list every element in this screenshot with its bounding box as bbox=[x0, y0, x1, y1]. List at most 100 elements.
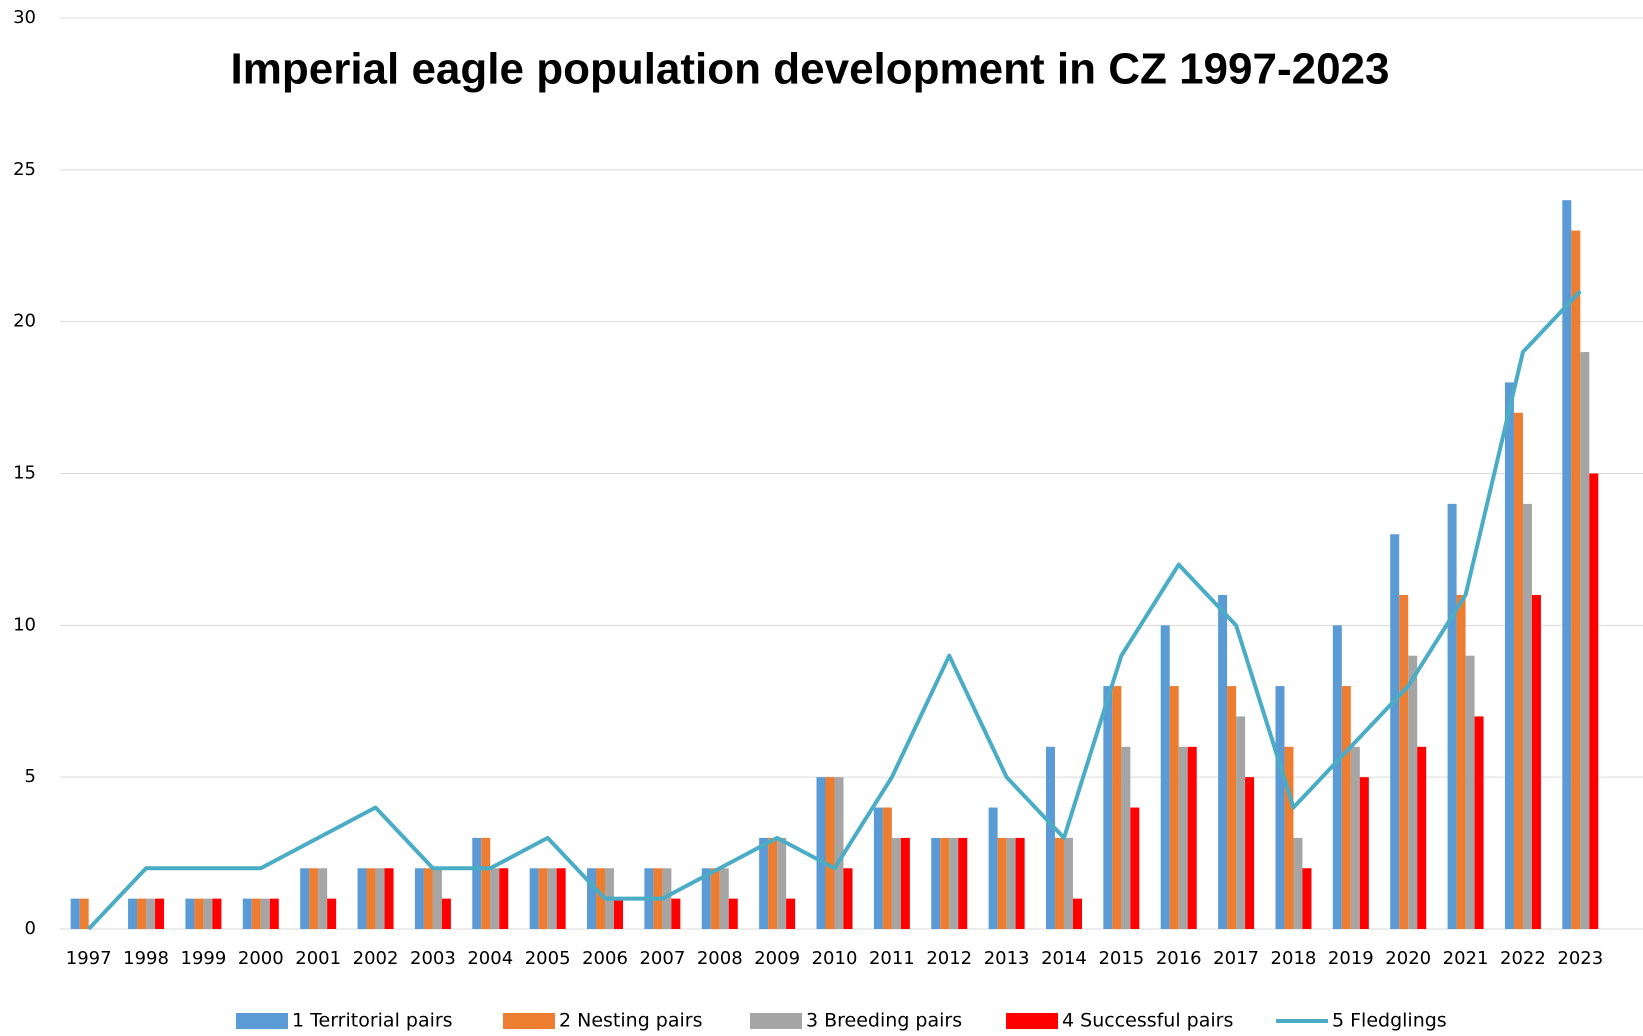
y-tick-label: 30 bbox=[13, 7, 36, 28]
legend-label: 3 Breeding pairs bbox=[806, 1010, 962, 1032]
bar bbox=[958, 837, 968, 929]
x-tick-label: 2000 bbox=[238, 948, 284, 969]
bar bbox=[137, 898, 147, 929]
x-tick-label: 1999 bbox=[181, 948, 227, 969]
bar bbox=[185, 898, 195, 929]
bar bbox=[300, 868, 310, 929]
legend-label: 2 Nesting pairs bbox=[559, 1010, 703, 1032]
bar bbox=[1054, 837, 1064, 929]
bar bbox=[1103, 686, 1113, 929]
bar bbox=[662, 868, 672, 929]
bar bbox=[318, 868, 328, 929]
bar bbox=[701, 868, 711, 929]
bar bbox=[1006, 837, 1016, 929]
bar bbox=[931, 837, 941, 929]
x-tick-label: 2019 bbox=[1328, 948, 1374, 969]
x-tick-label: 2023 bbox=[1557, 948, 1603, 969]
legend-swatch bbox=[503, 1013, 555, 1029]
bar bbox=[1359, 777, 1369, 929]
x-tick-label: 2003 bbox=[410, 948, 456, 969]
bar bbox=[1390, 534, 1400, 929]
bar bbox=[596, 868, 606, 929]
bar bbox=[1178, 746, 1188, 929]
bar bbox=[1341, 686, 1351, 929]
x-tick-label: 2004 bbox=[467, 948, 513, 969]
y-tick-label: 5 bbox=[25, 766, 36, 787]
x-tick-label: 2011 bbox=[869, 948, 915, 969]
bar bbox=[1408, 655, 1418, 929]
bar bbox=[375, 868, 385, 929]
legend-swatch bbox=[750, 1013, 802, 1029]
x-tick-label: 2020 bbox=[1385, 948, 1431, 969]
bar bbox=[1589, 473, 1599, 929]
x-tick-label: 2014 bbox=[1041, 948, 1087, 969]
x-tick-label: 2018 bbox=[1271, 948, 1317, 969]
bar bbox=[843, 868, 853, 929]
bar bbox=[490, 868, 500, 929]
bar bbox=[1063, 837, 1073, 929]
bar bbox=[900, 837, 910, 929]
bar bbox=[1531, 594, 1541, 929]
bar bbox=[327, 898, 337, 929]
bar bbox=[1169, 686, 1179, 929]
bar bbox=[1160, 625, 1170, 929]
bar bbox=[1130, 807, 1140, 929]
bar bbox=[1504, 382, 1514, 929]
legend-swatch bbox=[236, 1013, 288, 1029]
bar bbox=[423, 868, 433, 929]
bar bbox=[587, 868, 597, 929]
bar bbox=[997, 837, 1007, 929]
bar bbox=[203, 898, 213, 929]
bar bbox=[529, 868, 539, 929]
bar bbox=[728, 898, 738, 929]
x-tick-label: 2010 bbox=[812, 948, 858, 969]
x-tick-label: 1998 bbox=[123, 948, 169, 969]
bar bbox=[1187, 746, 1197, 929]
bar bbox=[1513, 412, 1523, 929]
bar bbox=[481, 837, 491, 929]
bar bbox=[786, 898, 796, 929]
bar bbox=[891, 837, 901, 929]
bar bbox=[155, 898, 165, 929]
bar bbox=[357, 868, 367, 929]
bar bbox=[825, 777, 835, 929]
bar bbox=[1399, 594, 1409, 929]
x-tick-label: 2021 bbox=[1443, 948, 1489, 969]
y-tick-label: 20 bbox=[13, 311, 36, 332]
bar bbox=[988, 807, 998, 929]
bar bbox=[260, 898, 270, 929]
x-tick-label: 2012 bbox=[926, 948, 972, 969]
x-tick-label: 2022 bbox=[1500, 948, 1546, 969]
y-tick-label: 10 bbox=[13, 614, 36, 635]
bar bbox=[251, 898, 261, 929]
x-tick-label: 2013 bbox=[984, 948, 1030, 969]
bar bbox=[472, 837, 482, 929]
x-tick-label: 2006 bbox=[582, 948, 628, 969]
bar bbox=[70, 898, 80, 929]
bar bbox=[269, 898, 279, 929]
x-tick-label: 2009 bbox=[754, 948, 800, 969]
bar bbox=[309, 868, 319, 929]
bar bbox=[414, 868, 424, 929]
chart-title: Imperial eagle population development in… bbox=[231, 45, 1390, 94]
bar bbox=[1072, 898, 1082, 929]
bar bbox=[777, 837, 787, 929]
bar bbox=[1447, 503, 1457, 929]
bar bbox=[1580, 352, 1590, 929]
bar bbox=[499, 868, 509, 929]
x-tick-label: 2007 bbox=[639, 948, 685, 969]
legend-label: 5 Fledglings bbox=[1332, 1010, 1447, 1032]
bar bbox=[366, 868, 376, 929]
y-tick-label: 25 bbox=[13, 159, 36, 180]
bar bbox=[816, 777, 826, 929]
bar bbox=[146, 898, 156, 929]
bar bbox=[194, 898, 204, 929]
bar bbox=[128, 898, 138, 929]
bar bbox=[1522, 503, 1532, 929]
bar bbox=[949, 837, 959, 929]
bar bbox=[1015, 837, 1025, 929]
x-tick-label: 2017 bbox=[1213, 948, 1259, 969]
bar bbox=[547, 868, 557, 929]
bar bbox=[538, 868, 548, 929]
